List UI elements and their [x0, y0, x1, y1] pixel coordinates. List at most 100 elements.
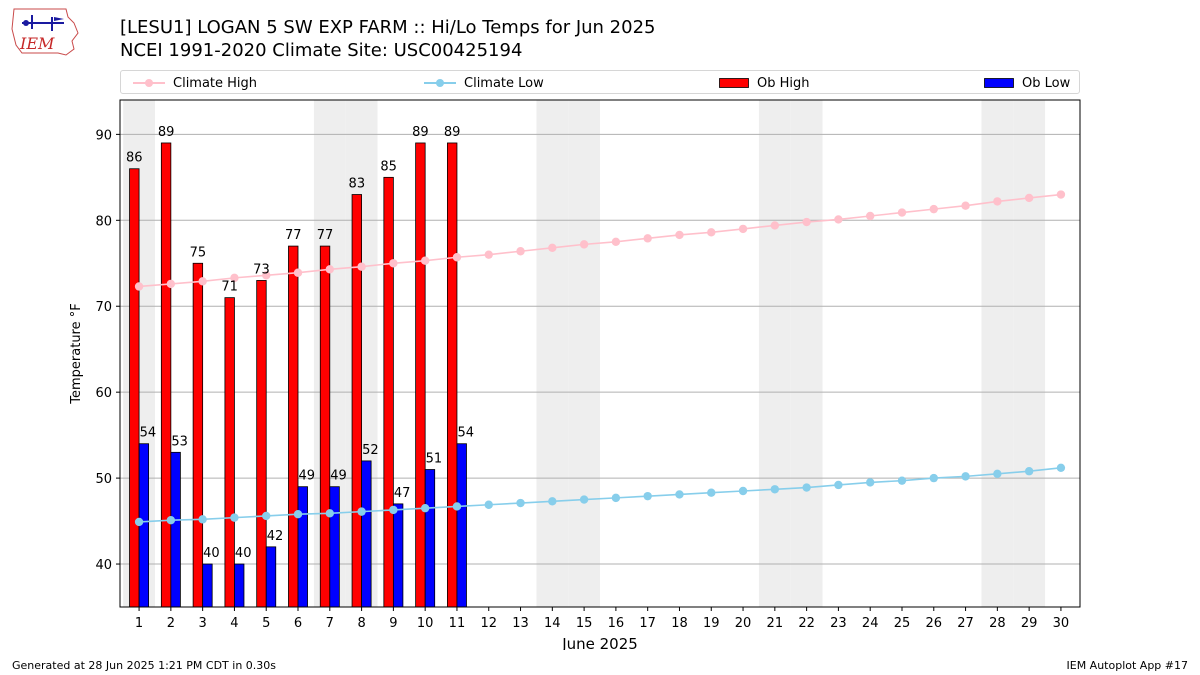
weekend-shade: [790, 100, 823, 607]
y-tick-label: 90: [95, 128, 112, 143]
ob-low-bar: [329, 486, 340, 608]
footer-generated-text: Generated at 28 Jun 2025 1:21 PM CDT in …: [12, 659, 277, 672]
climate-low-point: [293, 509, 303, 519]
climate-low-point: [897, 476, 907, 485]
ob-low-bar: [234, 563, 245, 608]
ob-low-bar: [424, 469, 436, 608]
y-axis-label: Temperature °F: [69, 303, 84, 404]
climate-high-point: [166, 279, 176, 289]
climate-low-point: [389, 505, 398, 515]
weekend-shade: [568, 100, 600, 607]
legend-label-climate-low: Climate Low: [464, 75, 544, 91]
climate-high-point: [389, 259, 398, 268]
climate-low-point: [516, 498, 525, 508]
legend-item-climate-low: Climate Low: [424, 71, 544, 95]
legend: Climate High Climate Low Ob High Ob Low: [120, 70, 1080, 94]
climate-low-point: [643, 491, 652, 501]
climate-low-point: [770, 485, 780, 494]
weekend-shade: [536, 100, 569, 607]
climate-high-point: [643, 234, 652, 243]
climate-low-point: [579, 495, 589, 504]
x-tick-label: 26: [926, 616, 943, 631]
x-tick-label: 24: [862, 616, 879, 631]
x-tick-label: 18: [671, 616, 688, 631]
climate-low-point: [357, 507, 366, 516]
climate-high-point: [579, 240, 589, 249]
climate-high-point: [961, 201, 970, 210]
climate-low-point: [325, 509, 335, 518]
ob-high-label: 77: [285, 228, 302, 243]
climate-high-point: [325, 265, 335, 274]
climate-low-point: [802, 483, 811, 492]
ob-low-label: 53: [171, 434, 188, 449]
climate-high-point: [675, 230, 684, 240]
x-tick-label: 9: [389, 616, 397, 631]
climate-high-point: [1056, 190, 1066, 199]
climate-high-point: [452, 253, 462, 262]
climate-high-point: [865, 211, 875, 221]
y-tick-label: 60: [95, 386, 112, 401]
ob-low-label: 52: [362, 443, 379, 458]
chart-subtitle: NCEI 1991-2020 Climate Site: USC00425194: [120, 40, 523, 61]
ob-high-label: 75: [190, 245, 207, 260]
climate-high-point: [420, 256, 430, 265]
x-tick-label: 29: [1021, 616, 1038, 631]
ob-high-label: 89: [158, 125, 175, 140]
x-tick-label: 28: [989, 616, 1006, 631]
x-tick-label: 21: [767, 616, 784, 631]
ob-high-bar: [256, 280, 267, 608]
climate-high-point: [993, 197, 1002, 206]
climate-high-point: [484, 250, 493, 259]
x-tick-label: 7: [326, 616, 334, 631]
climate-low-point: [452, 502, 462, 511]
legend-item-ob-high: Ob High: [719, 71, 810, 95]
footer-app-text: IEM Autoplot App #17: [1066, 659, 1189, 672]
climate-low-point: [707, 488, 716, 497]
ob-low-bar: [265, 546, 277, 608]
plot-frame: [119, 99, 1081, 608]
climate-low-point: [262, 511, 271, 521]
climate-low-line-icon: [424, 79, 456, 87]
climate-high-point: [802, 217, 811, 227]
ob-high-bar: [192, 262, 204, 608]
climate-low-point: [230, 513, 239, 522]
climate-low-point: [993, 469, 1002, 479]
climate-low-point: [420, 503, 430, 513]
x-tick-label: 8: [357, 616, 365, 631]
climate-high-line-icon: [133, 79, 165, 87]
climate-low-point: [198, 515, 207, 524]
climate-low-point: [675, 490, 684, 499]
climate-low-point: [548, 497, 557, 506]
climate-low-point: [611, 493, 621, 503]
ob-low-bar: [170, 451, 181, 608]
ob-high-label: 85: [380, 159, 397, 174]
ob-high-label: 89: [444, 125, 461, 140]
ob-low-bar: [202, 563, 213, 608]
ob-low-bar: [297, 486, 308, 608]
climate-high-point: [929, 204, 938, 214]
ob-low-label: 40: [235, 546, 252, 561]
climate-high-point: [134, 282, 144, 291]
climate-high-point: [611, 237, 621, 246]
iem-logo: IEM: [11, 8, 79, 56]
ob-high-bar: [383, 176, 394, 608]
x-tick-label: 3: [199, 616, 207, 631]
ob-high-bar: [129, 168, 140, 608]
ob-low-label: 40: [203, 546, 220, 561]
climate-low-point: [134, 517, 144, 527]
x-tick-label: 30: [1053, 616, 1070, 631]
legend-label-ob-high: Ob High: [757, 75, 810, 91]
climate-high-point: [707, 228, 716, 237]
ob-low-label: 54: [457, 426, 474, 441]
climate-low-point: [484, 500, 493, 509]
legend-item-ob-low: Ob Low: [984, 71, 1070, 95]
x-tick-label: 10: [417, 616, 434, 631]
climate-low-point: [1056, 463, 1066, 472]
chart-title: [LESU1] LOGAN 5 SW EXP FARM :: Hi/Lo Tem…: [120, 17, 656, 38]
climate-high-point: [738, 224, 748, 234]
x-tick-label: 5: [262, 616, 270, 631]
ob-high-label: 71: [221, 280, 238, 295]
ob-high-label: 86: [126, 151, 143, 166]
ob-high-label: 77: [317, 228, 334, 243]
x-tick-label: 23: [830, 616, 847, 631]
